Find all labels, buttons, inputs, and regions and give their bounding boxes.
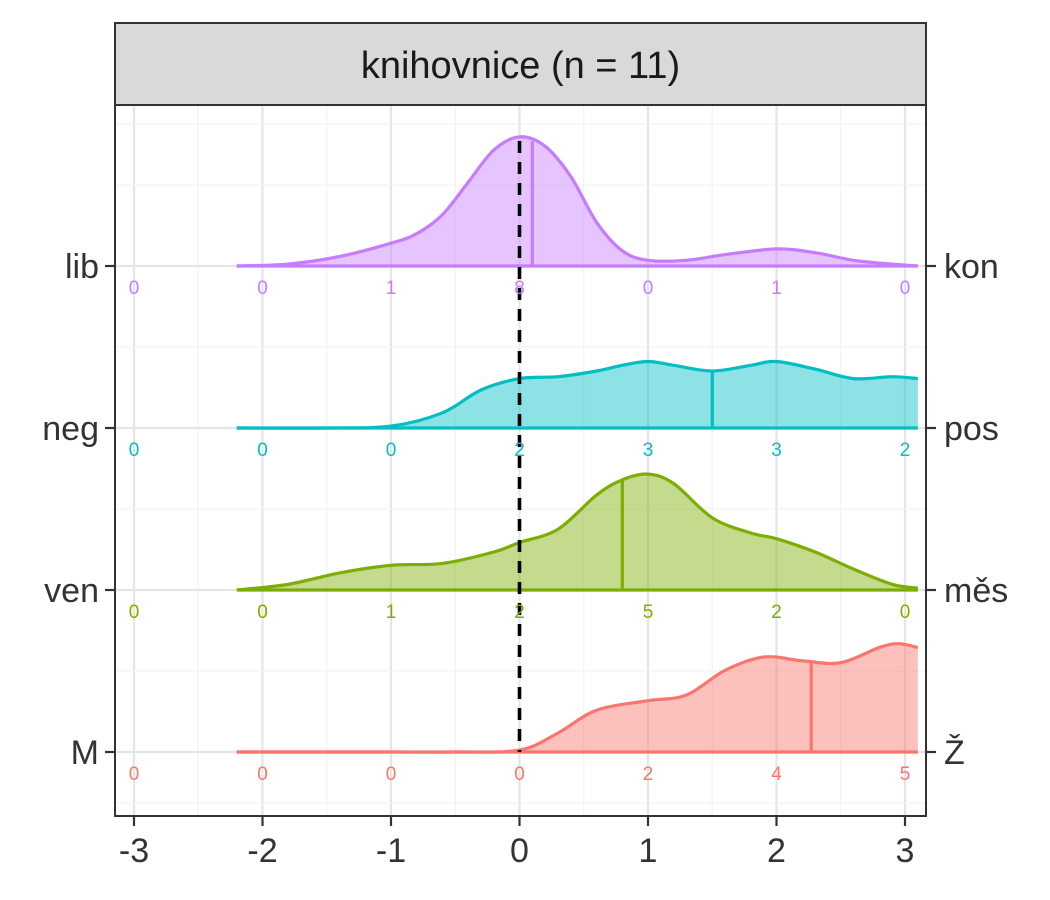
count-label: 0 (514, 764, 525, 785)
count-label: 0 (900, 602, 911, 623)
y-tick-label-left: M (71, 734, 99, 772)
count-label: 5 (900, 764, 911, 785)
count-label: 3 (771, 440, 782, 461)
count-label: 0 (386, 440, 397, 461)
count-label: 5 (643, 602, 654, 623)
count-label: 4 (771, 764, 782, 785)
x-tick-label: 3 (896, 832, 915, 870)
count-label: 0 (900, 278, 911, 299)
facet-strip-background (114, 22, 927, 106)
count-label: 0 (386, 764, 397, 785)
y-tick-label-right: měs (944, 572, 1008, 610)
x-tick-label: -2 (247, 832, 277, 870)
density-area (236, 361, 918, 429)
facet-strip-label: knihovnice (n = 11) (361, 45, 680, 87)
count-label: 2 (900, 440, 911, 461)
x-tick-label: 1 (639, 832, 658, 870)
count-label: 2 (514, 440, 525, 461)
ridge-M-Ž (236, 642, 919, 754)
count-label: 0 (643, 278, 654, 299)
count-label: 1 (771, 278, 782, 299)
count-label: 0 (129, 602, 140, 623)
x-tick-label: -1 (376, 832, 406, 870)
y-tick-label-right: Ž (944, 734, 965, 772)
count-label: 0 (257, 278, 268, 299)
x-tick-label: 0 (510, 832, 529, 870)
y-tick-label-left: neg (42, 410, 99, 448)
density-area (236, 136, 918, 266)
density-line (236, 135, 918, 268)
density-line (236, 472, 919, 592)
y-tick-label-left: lib (65, 248, 99, 286)
y-tick-label-right: pos (944, 410, 999, 448)
count-label: 0 (129, 440, 140, 461)
density-area (236, 474, 918, 590)
facet-strip: knihovnice (n = 11) (114, 22, 927, 106)
count-label: 2 (771, 602, 782, 623)
x-tick-label: 2 (767, 832, 786, 870)
count-label: 2 (643, 764, 654, 785)
count-label: 0 (129, 278, 140, 299)
count-label: 0 (257, 764, 268, 785)
y-tick-label-left: ven (44, 572, 99, 610)
y-tick-label-right: kon (944, 248, 999, 286)
count-label: 1 (386, 278, 397, 299)
count-label: 3 (643, 440, 654, 461)
count-label: 0 (257, 602, 268, 623)
ridge-neg-pos (236, 359, 918, 430)
density-line (236, 359, 918, 430)
density-area (236, 643, 918, 753)
count-label: 1 (386, 602, 397, 623)
ridge-ven-měs (236, 472, 919, 592)
count-label: 2 (514, 602, 525, 623)
count-label: 0 (257, 440, 268, 461)
density-series (236, 135, 919, 754)
count-labels: 0 0 0 0 2 4 5 0 0 1 2 5 2 0 0 0 0 2 3 3 2 0 0 1 8 0 1 0 (129, 278, 911, 785)
ridge-lib-kon (236, 135, 918, 268)
x-tick-label: -3 (119, 832, 149, 870)
count-label: 0 (129, 764, 140, 785)
count-label: 8 (514, 278, 525, 299)
